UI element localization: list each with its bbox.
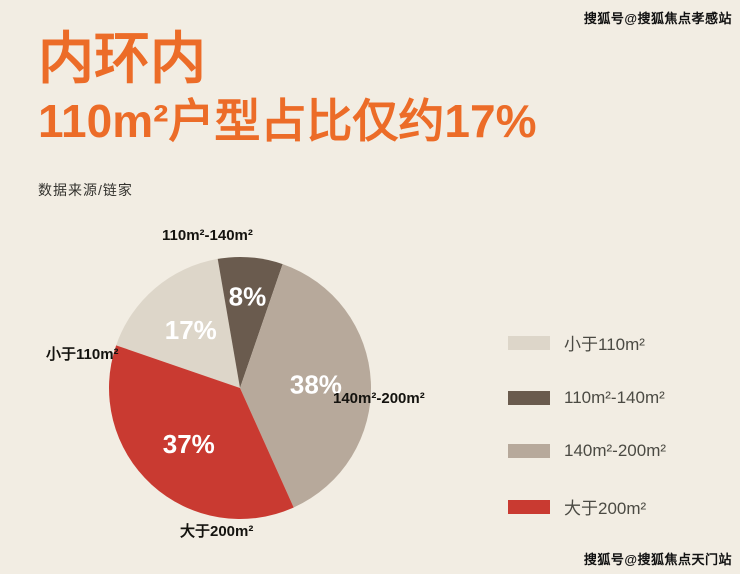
- pie-percent-label: 8%: [229, 282, 267, 312]
- legend-item-under-110: 小于110m²: [508, 330, 666, 355]
- pie-slice: [116, 258, 240, 388]
- pie-chart: 17% 8% 38% 37%: [109, 256, 371, 520]
- legend-label-under-110: 小于110m²: [564, 335, 645, 354]
- legend-swatch-under-110: [508, 335, 550, 350]
- legend: 小于110m² 110m²-140m² 140m²-200m² 大于200m²: [508, 330, 666, 519]
- pie-percent-label: 17%: [165, 315, 217, 345]
- legend-item-over-200: 大于200m²: [508, 494, 666, 519]
- legend-label-110-140: 110m²-140m²: [564, 388, 665, 407]
- legend-item-110-140: 110m²-140m²: [508, 388, 666, 408]
- slice-label-110-140: 110m²-140m²: [162, 227, 253, 244]
- pie-slice: [109, 345, 294, 520]
- page-subtitle: 110m²户型占比仅约17%: [38, 95, 537, 147]
- legend-swatch-110-140: [508, 391, 550, 405]
- legend-label-140-200: 140m²-200m²: [564, 441, 667, 460]
- legend-swatch-over-200: [508, 499, 550, 514]
- pie-chart-area: 17% 8% 38% 37% 110m²-140m² 小于110m² 140m²-20…: [30, 225, 500, 555]
- page-title: 内环内: [38, 27, 206, 90]
- pie-slice: [217, 256, 283, 388]
- data-source-label: 数据来源/链家: [38, 182, 133, 198]
- pie-percent-label: 37%: [163, 429, 215, 459]
- pie-percent-label: 38%: [290, 370, 342, 400]
- pie-slice: [240, 264, 371, 508]
- watermark-bottom: 搜狐号@搜狐焦点天门站: [583, 552, 732, 567]
- watermark-top: 搜狐号@搜狐焦点孝感站: [583, 11, 732, 26]
- slice-label-under-110: 小于110m²: [46, 346, 119, 363]
- slice-label-140-200: 140m²-200m²: [333, 390, 425, 407]
- slice-label-over-200: 大于200m²: [180, 523, 254, 540]
- legend-item-140-200: 140m²-200m²: [508, 441, 666, 461]
- legend-label-over-200: 大于200m²: [564, 499, 647, 518]
- legend-swatch-140-200: [508, 444, 550, 458]
